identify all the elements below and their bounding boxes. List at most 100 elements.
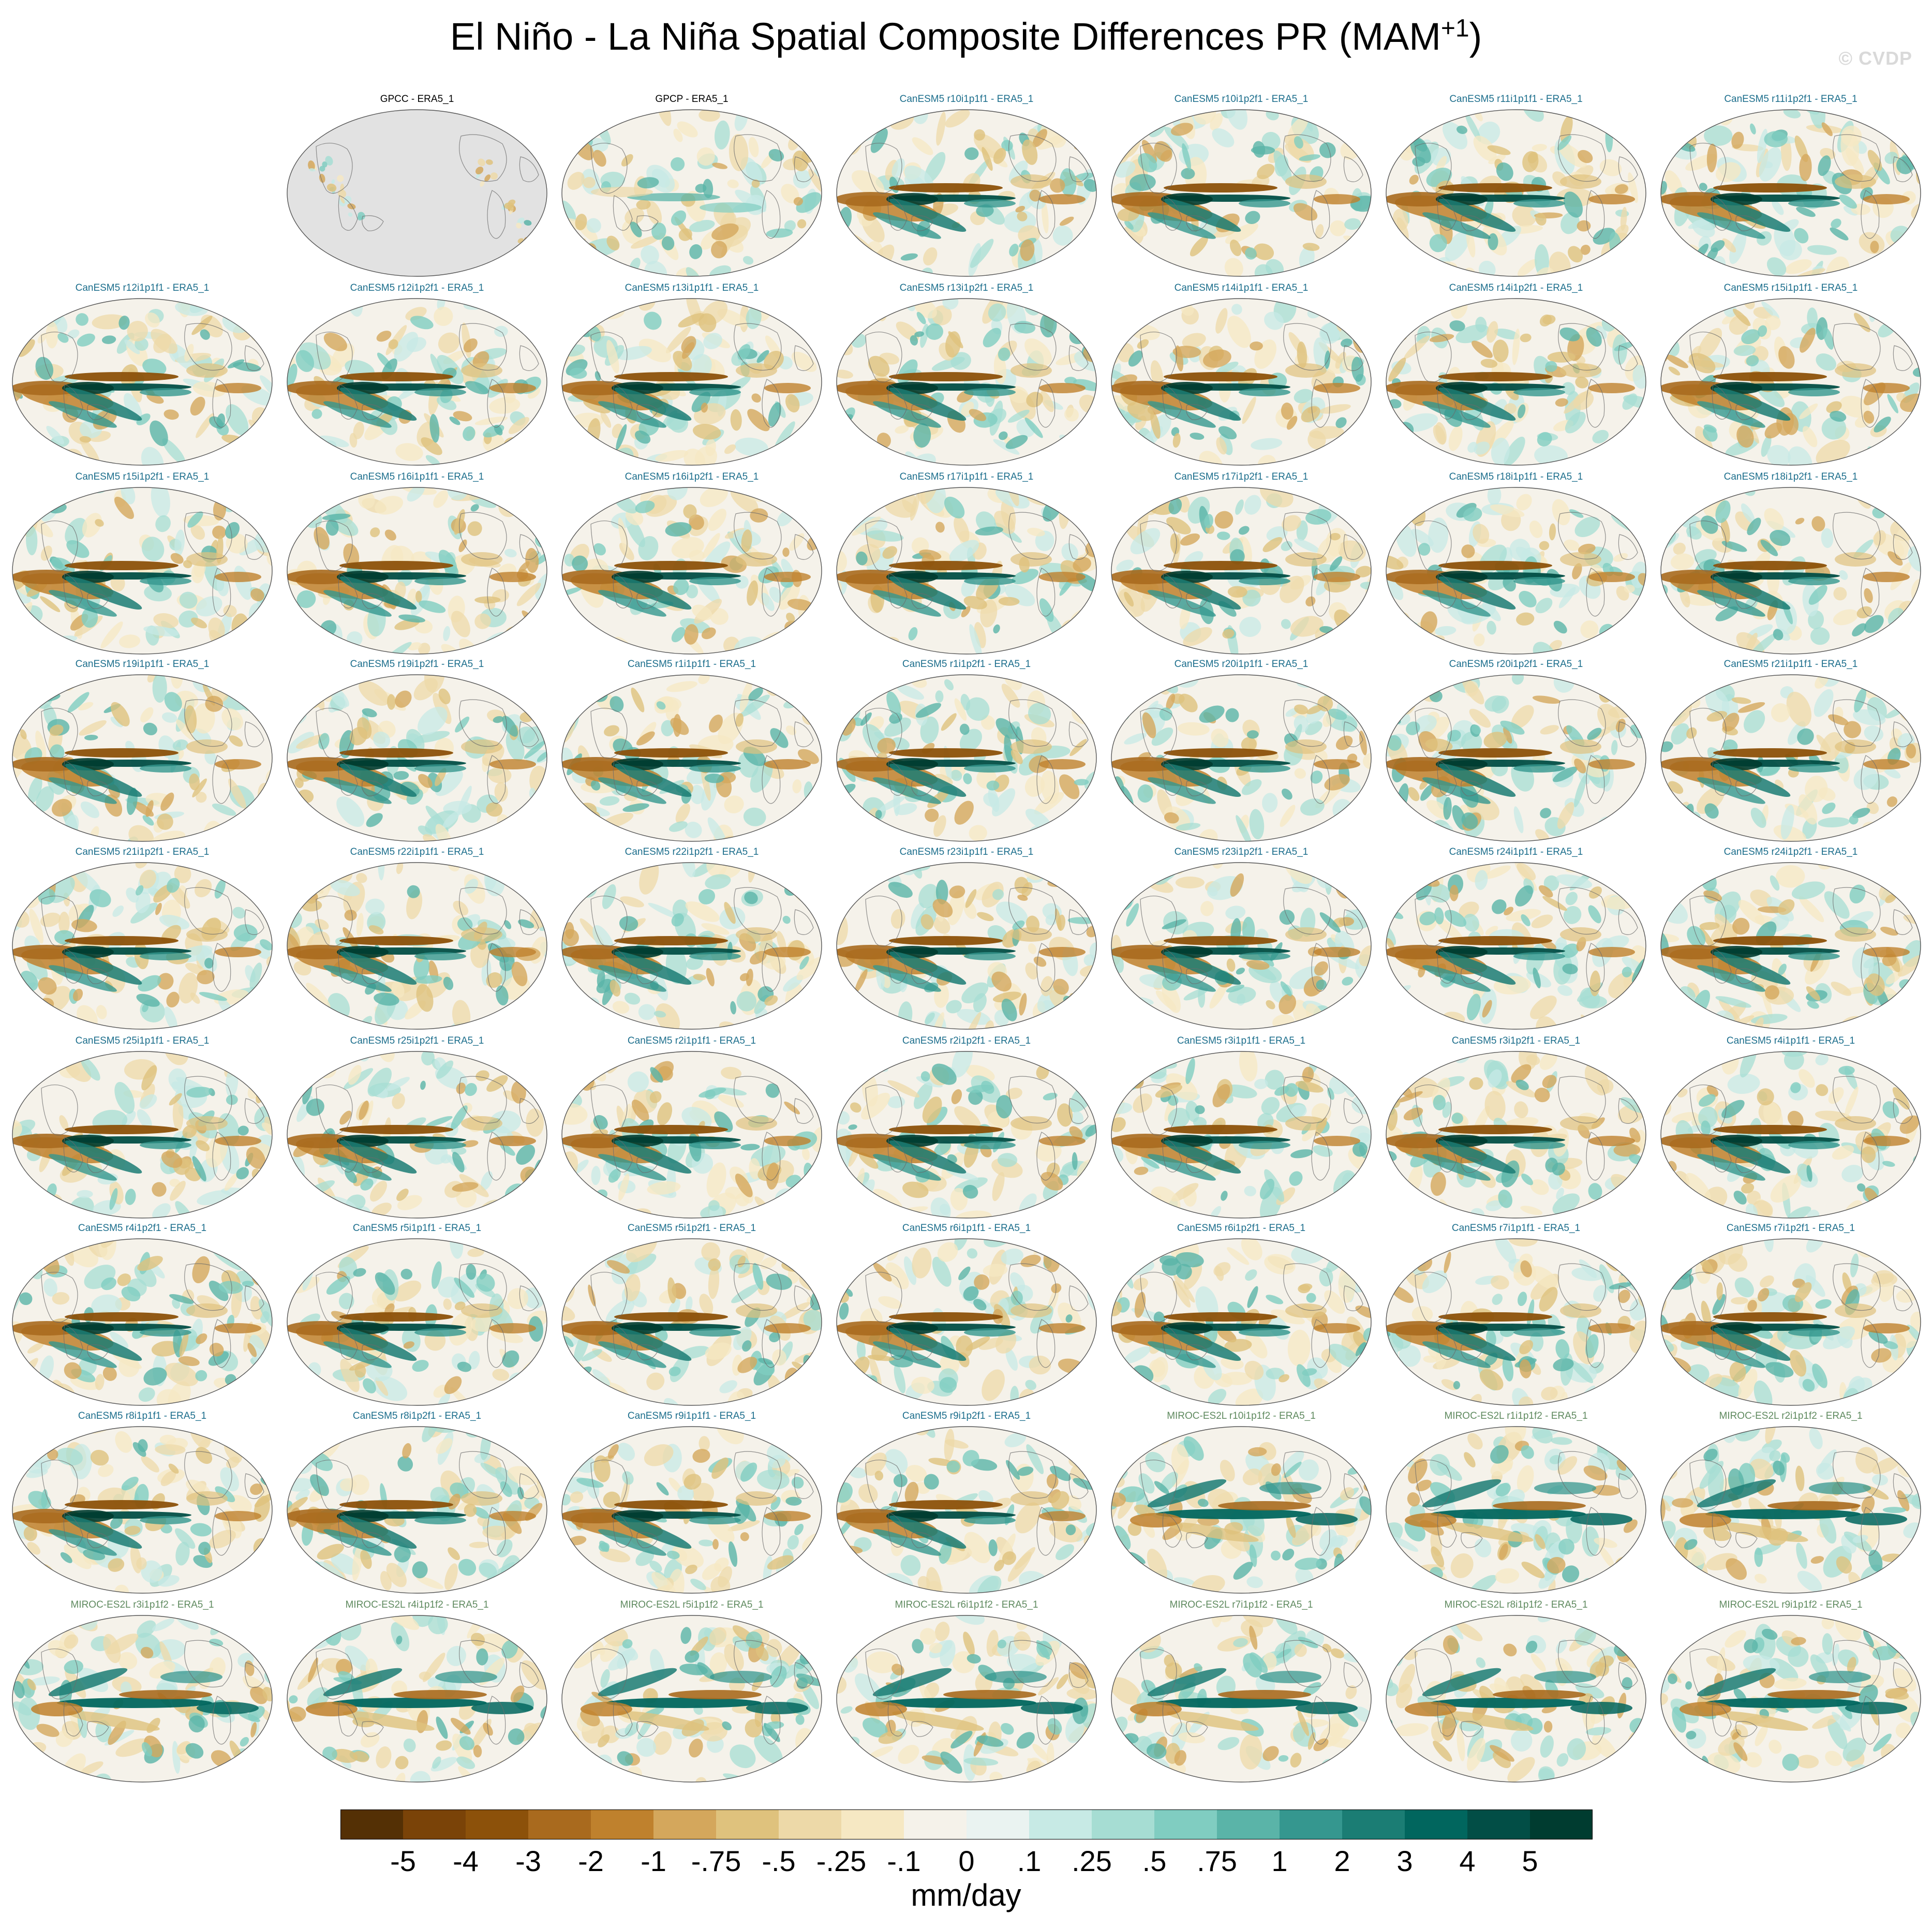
map-panel: CanESM5 r17i1p2f1 - ERA5_1 [1104, 471, 1378, 658]
precip-anomaly-patch [1676, 880, 1685, 889]
precip-anomaly-patch [1242, 916, 1255, 943]
precip-anomaly-patch [1697, 401, 1765, 428]
precip-anomaly-patch [1557, 802, 1574, 829]
precip-anomaly-patch [1235, 499, 1244, 515]
precip-anomaly-patch [1874, 530, 1886, 546]
precip-anomaly-patch [638, 338, 671, 363]
coastline [1283, 134, 1331, 182]
precip-anomaly-patch [954, 698, 967, 721]
precip-anomaly-patch [1522, 151, 1539, 172]
precip-anomaly-patch [1459, 901, 1479, 918]
precip-anomaly-patch [1059, 643, 1091, 654]
precip-anomaly-patch [657, 1102, 673, 1125]
precip-anomaly-patch [725, 1186, 744, 1199]
precip-anomaly-patch [35, 730, 47, 760]
precip-anomaly-patch [357, 215, 363, 221]
coastline [362, 780, 384, 796]
coastline [636, 215, 659, 231]
precip-anomaly-patch [1010, 552, 1052, 567]
precip-anomaly-patch [815, 521, 822, 532]
precip-anomaly-patch [975, 526, 1003, 536]
coastline [519, 909, 539, 935]
precip-anomaly-patch [1409, 174, 1419, 185]
precip-anomaly-patch [1142, 1200, 1158, 1218]
coastline [1162, 1137, 1182, 1173]
precip-anomaly-patch [71, 919, 97, 932]
precip-anomaly-patch [1887, 394, 1898, 413]
precip-anomaly-patch [1059, 216, 1074, 226]
precip-anomaly-patch [1336, 453, 1352, 465]
precip-anomaly-patch [1416, 882, 1432, 900]
panel-title: CanESM5 r14i1p1f1 - ERA5_1 [1174, 283, 1309, 293]
precip-anomaly-patch [244, 439, 263, 458]
precip-anomaly-patch [461, 927, 502, 942]
precip-anomaly-patch [700, 487, 728, 507]
precip-anomaly-patch [764, 572, 811, 582]
precip-anomaly-patch [1415, 447, 1434, 465]
precip-anomaly-patch [74, 869, 102, 895]
precip-anomaly-patch [458, 785, 472, 814]
precip-anomaly-patch [1083, 1064, 1096, 1079]
precip-anomaly-patch [748, 687, 763, 701]
coastline [613, 1137, 633, 1173]
precip-anomaly-patch [55, 825, 66, 833]
coastline [362, 404, 384, 420]
precip-anomaly-patch [696, 147, 715, 166]
precip-anomaly-patch [1225, 222, 1258, 244]
coastline [1008, 134, 1057, 182]
precip-anomaly-patch [1111, 648, 1124, 654]
precip-anomaly-patch [1014, 877, 1029, 894]
precip-anomaly-patch [1563, 906, 1582, 924]
precip-anomaly-patch [671, 210, 687, 226]
precip-anomaly-patch [205, 695, 224, 712]
precip-anomaly-patch [65, 576, 142, 610]
precip-anomaly-patch [186, 552, 228, 567]
precip-anomaly-patch [1630, 504, 1646, 523]
precip-anomaly-patch [1009, 244, 1019, 257]
precip-anomaly-patch [896, 684, 924, 700]
precip-anomaly-patch [1744, 710, 1765, 733]
precip-anomaly-patch [1512, 328, 1520, 365]
precip-anomaly-patch [152, 1203, 171, 1218]
precip-anomaly-patch [1340, 338, 1353, 347]
precip-anomaly-patch [889, 1125, 1003, 1134]
panel-title: CanESM5 r22i1p2f1 - ERA5_1 [625, 847, 759, 857]
precip-anomaly-patch [708, 509, 726, 531]
precip-anomaly-patch [1487, 321, 1498, 343]
precip-anomaly-patch [874, 299, 884, 313]
precip-anomaly-patch [1521, 1174, 1534, 1185]
precip-anomaly-patch [1718, 999, 1741, 1022]
precip-anomaly-patch [416, 984, 434, 1012]
precip-anomaly-patch [995, 1095, 1013, 1119]
coastline [1586, 1132, 1605, 1181]
precip-anomaly-patch [837, 986, 848, 1006]
precip-anomaly-patch [1624, 584, 1635, 593]
precip-anomaly-patch [699, 313, 717, 333]
map-panel: CanESM5 r22i1p2f1 - ERA5_1 [555, 846, 829, 1033]
precip-anomaly-patch [1577, 220, 1591, 232]
precip-anomaly-patch [174, 529, 185, 557]
precip-anomaly-patch [151, 487, 170, 517]
precip-anomaly-patch [1807, 307, 1818, 329]
precip-anomaly-patch [511, 1080, 526, 1104]
precip-anomaly-patch [879, 796, 905, 812]
precip-anomaly-patch [190, 396, 205, 416]
precip-anomaly-patch [516, 583, 541, 606]
precip-anomaly-patch [933, 815, 946, 837]
precip-anomaly-patch [1670, 553, 1695, 570]
coastline [1311, 379, 1330, 428]
precip-anomaly-patch [932, 1012, 944, 1029]
precip-anomaly-patch [228, 778, 246, 809]
precip-anomaly-patch [1559, 327, 1580, 342]
precip-anomaly-patch [1010, 749, 1023, 764]
world-map [1111, 109, 1372, 277]
precip-anomaly-patch [1411, 1199, 1441, 1218]
coastline [911, 593, 933, 609]
map-outline [287, 298, 547, 466]
precip-anomaly-patch [1733, 345, 1756, 357]
precip-anomaly-patch [1513, 952, 1565, 960]
precip-anomaly-patch [527, 808, 547, 828]
coastline [63, 384, 83, 420]
precip-anomaly-patch [1386, 938, 1395, 951]
precip-anomaly-patch [1230, 549, 1245, 565]
